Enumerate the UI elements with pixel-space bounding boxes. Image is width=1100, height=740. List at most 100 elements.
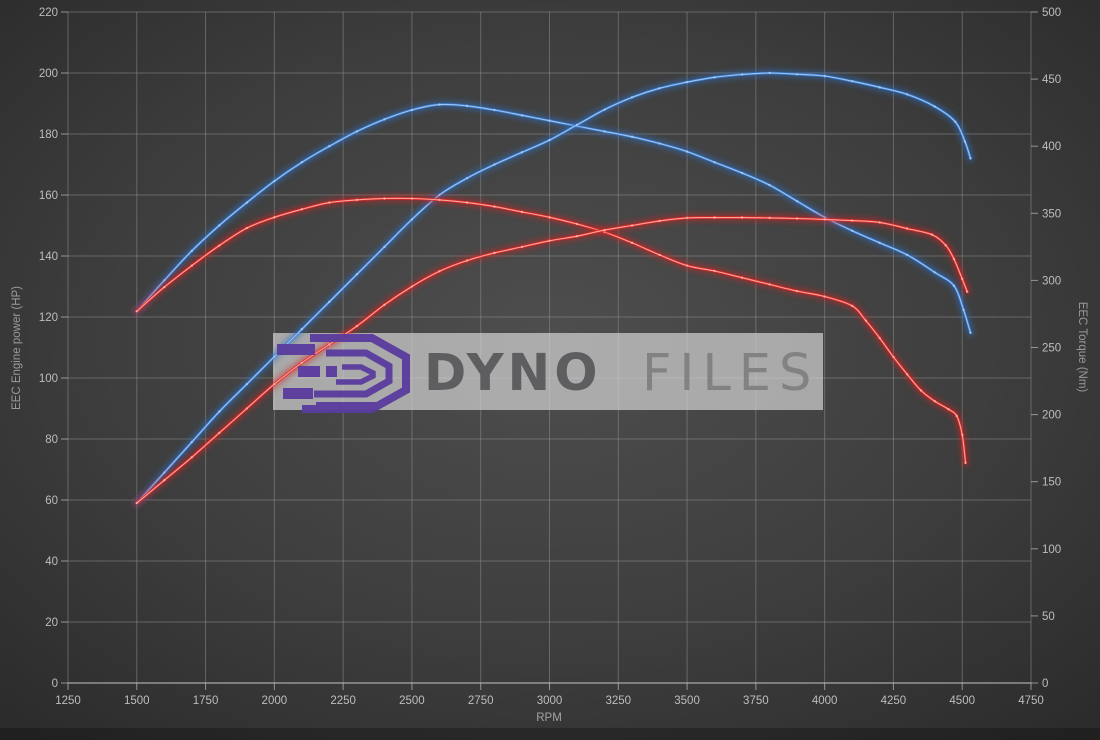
red-torque-curve-point-marker [273,216,276,219]
red-power-curve-point-marker [163,479,166,482]
blue-power-curve-point-marker [658,87,661,90]
right-tick-label: 0 [1042,678,1048,690]
red-power-curve-point-marker [795,217,799,220]
blue-torque-curve-point-marker [630,135,634,138]
blue-power-curve-point-marker [630,96,634,99]
red-power-curve-point-marker [438,270,441,273]
blue-torque-curve-point-marker [603,130,606,133]
blue-power-curve-point-marker [273,355,276,358]
blue-torque-curve-point-marker [355,130,359,133]
blue-torque-curve-point-marker [548,119,551,122]
x-tick-label: 4000 [812,695,838,707]
red-torque-curve-point-marker [964,461,967,465]
blue-power-curve-point-marker [438,193,441,197]
logo-speed-dashes [277,344,378,411]
right-tick-label: 300 [1042,275,1061,287]
blue-torque-curve-point-marker [878,241,881,244]
red-power-curve-point-marker [961,277,964,281]
blue-torque-curve-point-marker [520,114,524,117]
watermark-brand-light: FILES [642,344,819,403]
x-axis-title: RPM [536,712,562,724]
red-torque-curve-point-marker [955,414,958,418]
blue-power-curve-point-marker [713,76,716,79]
blue-torque-curve-point-marker [438,103,441,106]
blue-power-curve-point-marker [851,80,854,83]
red-torque-curve-point-marker [878,336,881,340]
left-tick-label: 20 [45,617,58,629]
red-power-curve-point-marker [135,501,138,505]
blue-torque-curve-point-marker [952,284,956,287]
red-torque-curve-point-marker [630,241,634,244]
x-tick-label: 1500 [124,695,150,707]
x-tick-label: 2250 [330,695,356,707]
x-tick-label: 4250 [881,695,907,707]
blue-power-curve-point-marker [410,218,414,221]
red-torque-curve-point-marker [465,201,469,204]
red-torque-curve-point-marker [383,197,386,200]
red-torque-curve-point-marker [328,201,331,204]
blue-power-curve-point-marker [355,273,359,276]
blue-power-curve-point-marker [328,300,331,303]
x-tick-label: 4750 [1018,695,1044,707]
blue-torque-curve-point-marker [851,229,854,232]
blue-power-curve-point-marker [906,93,909,96]
red-torque-curve-point-marker [961,433,964,436]
red-torque-curve-point-marker [658,253,661,257]
blue-power-curve-point-marker [768,71,771,75]
blue-power-curve-point-marker [740,73,744,76]
blue-torque-curve-point-marker [906,253,909,257]
blue-torque-curve-point-marker [962,308,965,312]
left-tick-label: 180 [39,129,58,141]
red-torque-curve-point-marker [300,208,304,211]
blue-power-curve-point-marker [465,177,469,180]
red-power-curve-point-marker [944,244,947,247]
x-tick-label: 3750 [743,695,769,707]
red-power-curve-core [136,216,968,504]
blue-power-curve-point-marker [190,440,193,444]
axis-layer [61,11,1038,690]
red-torque-curve-point-marker [493,205,496,208]
right-tick-label: 400 [1042,141,1061,153]
red-torque-curve-point-marker [410,197,414,200]
logo-inner-ring [336,364,376,385]
blue-torque-curve-point-marker [493,108,496,112]
red-power-curve-point-marker [300,361,304,364]
red-torque-curve-point-marker [245,226,248,230]
right-tick-label: 450 [1042,74,1061,86]
blue-torque-curve-point-marker [658,142,661,145]
blue-torque-curve-point-marker [410,108,414,112]
blue-torque-curve-point-marker [190,249,193,253]
blue-torque-curve-point-marker [768,183,771,187]
red-power-curve-point-marker [713,216,716,219]
left-axis-title: EEC Engine power (HP) [11,286,23,410]
right-tick-label: 200 [1042,410,1061,422]
red-power-curve-point-marker [930,233,934,236]
red-torque-curve-point-marker [713,269,716,273]
red-power-curve-point-marker [603,228,606,232]
red-power-curve-point-marker [575,235,579,238]
x-tick-label: 1750 [193,695,219,707]
red-torque-curve-point-marker [823,295,826,298]
blue-power-curve-point-marker [575,123,579,126]
left-tick-label: 60 [45,495,58,507]
red-power-curve-point-marker [245,407,248,410]
red-torque-curve-point-marker [685,264,689,267]
red-power-curve-point-marker [906,227,909,230]
blue-torque-curve-point-marker [383,118,386,121]
left-tick-label: 80 [45,434,58,446]
blue-torque-curve-point-marker [713,161,716,164]
right-axis-title: EEC Torque (Nm) [1076,302,1088,393]
red-torque-curve-point-marker [163,285,166,289]
blue-torque-curve-point-marker [795,200,799,203]
blue-power-curve-point-marker [163,471,166,474]
red-power-curve-point-marker [952,257,956,261]
blue-torque-curve-point-marker [245,201,248,204]
red-power-curve-point-marker [383,303,386,306]
red-torque-curve-point-marker [135,310,138,313]
red-power-curve-point-marker [768,216,771,220]
left-tick-label: 160 [39,190,58,202]
x-tick-label: 2750 [468,695,494,707]
blue-torque-curve-point-marker [300,161,304,164]
series-red-torque-curve [133,194,970,467]
